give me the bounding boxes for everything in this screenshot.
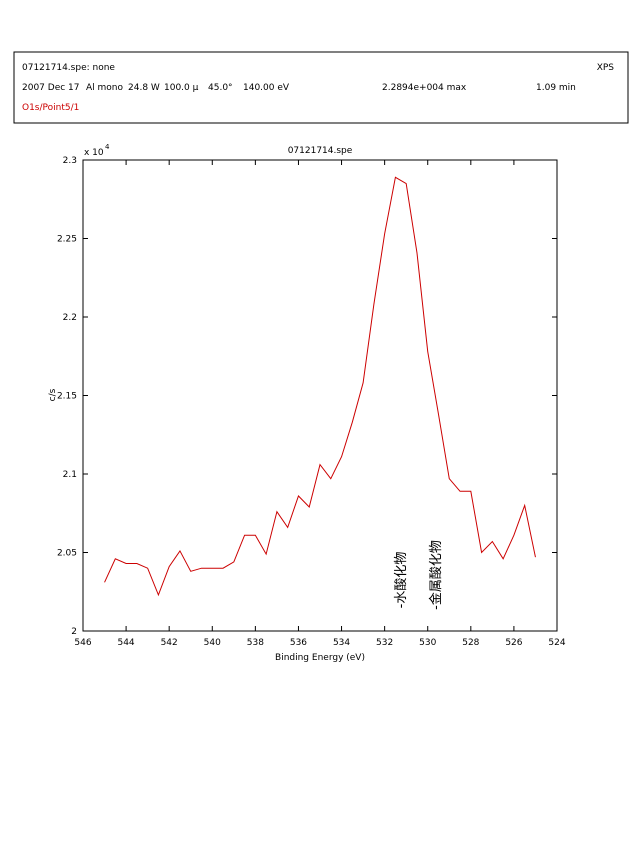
x-tick-label: 530	[419, 638, 436, 648]
chart-title: 07121714.spe	[288, 146, 353, 156]
header-box	[13, 51, 629, 124]
field: 24.8 W	[128, 83, 160, 93]
max-count: 2.2894e+004 max	[382, 83, 467, 93]
x-tick-label: 526	[505, 638, 522, 648]
field: 2007 Dec 17	[22, 83, 80, 93]
y-tick-label: 2.2	[63, 313, 77, 323]
multiplier-exp: 4	[105, 143, 110, 151]
annotation: -水酸化物	[394, 552, 409, 609]
spectrum-line	[104, 176, 536, 597]
x-tick-label: 540	[204, 638, 221, 648]
technique: XPS	[597, 63, 615, 73]
multiplier: x 10	[84, 148, 104, 158]
y-tick-label: 2.05	[57, 549, 77, 559]
x-tick-label: 544	[117, 638, 134, 648]
acq-time: 1.09 min	[536, 83, 576, 93]
x-tick-label: 538	[247, 638, 264, 648]
field: 140.00 eV	[243, 83, 290, 93]
y-tick-label: 2	[71, 627, 77, 637]
field: 100.0 μ	[164, 83, 199, 93]
y-tick-label: 2.25	[57, 235, 77, 245]
x-tick-label: 524	[548, 638, 565, 648]
y-tick-label: 2.15	[57, 392, 77, 402]
y-tick-label: 2.3	[63, 156, 77, 166]
x-tick-label: 534	[333, 638, 350, 648]
x-tick-label: 546	[74, 638, 91, 648]
plot-frame	[82, 159, 558, 632]
x-tick-label: 536	[290, 638, 307, 648]
field: 45.0°	[208, 83, 233, 93]
x-axis-label: Binding Energy (eV)	[275, 653, 365, 663]
x-tick-label: 542	[161, 638, 178, 648]
field: Al mono	[86, 83, 123, 93]
file-name: 07121714.spe: none	[22, 63, 115, 73]
y-axis-label: c/s	[48, 388, 58, 401]
y-tick-label: 2.1	[63, 470, 77, 480]
annotation: -金属酸化物	[428, 540, 444, 610]
region: O1s/Point5/1	[22, 103, 79, 113]
x-tick-label: 532	[376, 638, 393, 648]
x-tick-label: 528	[462, 638, 479, 648]
